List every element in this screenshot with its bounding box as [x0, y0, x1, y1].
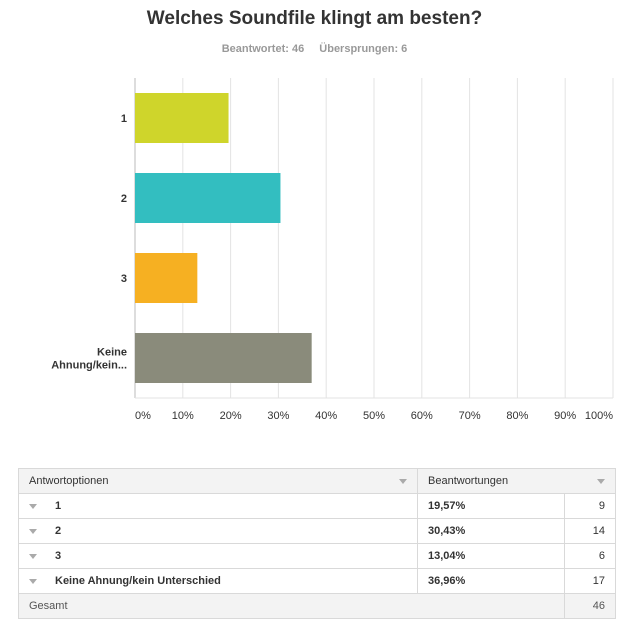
table-row: Keine Ahnung/kein Unterschied 36,96% 17	[18, 568, 616, 594]
x-tick-label: 10%	[172, 410, 194, 422]
x-tick-label: 50%	[363, 410, 385, 422]
percent-cell: 19,57%	[417, 493, 565, 519]
option-label: Keine Ahnung/kein Unterschied	[55, 575, 221, 587]
header-options-label: Antwortoptionen	[29, 475, 109, 487]
option-label: 3	[55, 550, 62, 562]
header-options[interactable]: Antwortoptionen	[18, 468, 418, 494]
category-label: 1	[121, 113, 127, 125]
x-tick-label: 100%	[585, 410, 613, 422]
x-tick-label: 20%	[220, 410, 242, 422]
bar-3[interactable]	[135, 253, 198, 303]
category-label: 3	[121, 273, 127, 285]
count-cell: 9	[564, 493, 616, 519]
chevron-down-icon[interactable]	[399, 479, 407, 484]
chart-title: Welches Soundfile klingt am besten?	[146, 8, 483, 29]
chevron-down-icon[interactable]	[597, 479, 605, 484]
table-row: 2 30,43% 14	[18, 518, 616, 544]
chevron-down-icon[interactable]	[29, 578, 37, 584]
x-tick-label: 0%	[135, 410, 151, 422]
count-cell: 14	[564, 518, 616, 544]
category-label: 2	[121, 193, 127, 205]
table-row: 1 19,57% 9	[18, 493, 616, 519]
option-cell: 3	[18, 543, 418, 569]
total-label: Gesamt	[18, 593, 565, 619]
option-cell: Keine Ahnung/kein Unterschied	[18, 568, 418, 594]
x-tick-label: 60%	[411, 410, 433, 422]
results-table: Antwortoptionen Beantwortungen 1 19,57% …	[18, 468, 616, 619]
x-tick-label: 70%	[459, 410, 481, 422]
x-tick-label: 80%	[506, 410, 528, 422]
option-label: 1	[55, 500, 62, 512]
total-count: 46	[564, 593, 616, 619]
chevron-down-icon[interactable]	[29, 553, 37, 559]
x-tick-label: 30%	[267, 410, 289, 422]
x-tick-label: 90%	[554, 410, 576, 422]
chevron-down-icon[interactable]	[29, 503, 37, 509]
total-row: Gesamt 46	[18, 593, 616, 619]
bar-2[interactable]	[135, 173, 281, 223]
x-tick-label: 40%	[315, 410, 337, 422]
x-axis-ticks: 0% 10% 20% 30% 40% 50% 60% 70% 80% 90% 100%	[135, 410, 613, 422]
header-responses-label: Beantwortungen	[428, 475, 509, 487]
table-row: 3 13,04% 6	[18, 543, 616, 569]
skipped-count: Übersprungen: 6	[319, 43, 408, 55]
header-responses[interactable]: Beantwortungen	[417, 468, 616, 494]
category-labels: 1 2 3 Keine Ahnung/kein...	[51, 113, 127, 372]
option-cell: 1	[18, 493, 418, 519]
category-label: Keine Ahnung/kein...	[51, 347, 127, 372]
option-label: 2	[55, 525, 62, 537]
percent-cell: 36,96%	[417, 568, 565, 594]
response-stats: Beantwortet: 46 Übersprungen: 6	[0, 43, 629, 55]
option-cell: 2	[18, 518, 418, 544]
count-cell: 6	[564, 543, 616, 569]
answered-count: Beantwortet: 46	[221, 43, 305, 55]
percent-cell: 30,43%	[417, 518, 565, 544]
bar-1[interactable]	[135, 93, 229, 143]
bar-4[interactable]	[135, 333, 312, 383]
count-cell: 17	[564, 568, 616, 594]
bar-chart: 1 2 3 Keine Ahnung/kein... 0% 10% 20% 30% 40% 50%…	[51, 78, 614, 422]
percent-cell: 13,04%	[417, 543, 565, 569]
chart-bars	[135, 93, 312, 383]
chevron-down-icon[interactable]	[29, 528, 37, 534]
